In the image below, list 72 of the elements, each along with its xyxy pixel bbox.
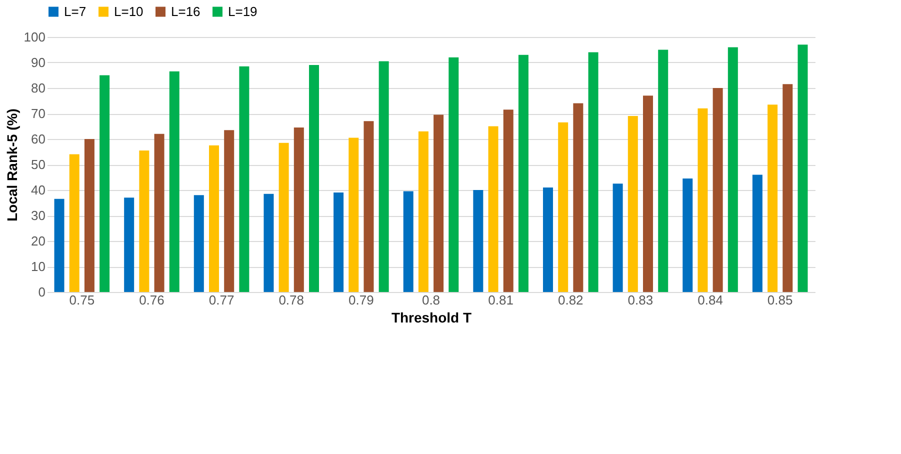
bar (309, 65, 320, 292)
y-tick-label: 60 (31, 132, 46, 146)
bar (628, 116, 638, 292)
bar (364, 121, 374, 292)
bar (782, 84, 793, 292)
bar (542, 187, 553, 292)
bar (378, 61, 389, 292)
bar (294, 128, 304, 292)
legend-label: L=7 (64, 4, 86, 19)
bar (448, 57, 459, 292)
y-tick-label: 40 (31, 182, 46, 198)
bar (403, 191, 414, 292)
bar (418, 131, 428, 292)
bar (643, 96, 653, 292)
bar (434, 114, 444, 292)
bar (503, 110, 514, 292)
x-tick-label: 0.78 (278, 292, 304, 308)
bar (488, 126, 498, 292)
x-axis-title: Threshold T (391, 310, 472, 326)
legend-label: L=10 (114, 4, 144, 19)
y-tick-label: 70 (31, 106, 46, 121)
y-tick-label: 90 (31, 55, 46, 70)
bar (124, 198, 134, 292)
bar (84, 139, 94, 292)
bar (54, 198, 64, 292)
bar (239, 66, 250, 292)
x-tick-label: 0.76 (139, 292, 164, 308)
x-tick-label: 0.81 (488, 292, 514, 308)
bar (100, 75, 110, 292)
bar (194, 195, 204, 292)
bar (169, 71, 180, 292)
x-tick-label: 0.77 (208, 292, 234, 308)
x-tick-label: 0.82 (558, 292, 584, 308)
y-tick-label: 50 (31, 157, 46, 172)
bar (728, 47, 738, 292)
bar (473, 190, 484, 292)
bar (348, 138, 359, 292)
bar (698, 108, 708, 292)
y-tick-label: 30 (31, 208, 46, 223)
legend-label: L=16 (171, 4, 200, 19)
bar (573, 103, 584, 292)
bar (752, 174, 762, 292)
bar (588, 52, 598, 292)
y-axis-title: Local Rank-5 (%) (4, 108, 20, 222)
x-tick-label: 0.75 (69, 292, 95, 308)
legend-label: L=19 (228, 4, 258, 19)
bar (139, 150, 150, 292)
bar (69, 154, 80, 292)
y-tick-label: 10 (31, 259, 46, 274)
y-tick-label: 100 (24, 30, 46, 44)
bar (278, 142, 289, 292)
bar (518, 54, 528, 292)
x-tick-label: 0.8 (422, 292, 440, 308)
x-tick-label: 0.84 (698, 292, 723, 308)
y-tick-label: 20 (31, 234, 46, 248)
bar (209, 145, 219, 292)
bar (334, 192, 344, 292)
bar (154, 134, 164, 292)
x-tick-label: 0.85 (767, 292, 793, 308)
bar (264, 194, 274, 292)
y-tick-label: 0 (38, 284, 46, 300)
bar (682, 178, 693, 292)
x-tick-label: 0.83 (628, 292, 654, 308)
bar (612, 184, 623, 292)
bar (658, 50, 668, 292)
bar (768, 104, 778, 292)
bar (224, 130, 234, 292)
bar (712, 88, 723, 292)
x-tick-label: 0.79 (348, 292, 374, 308)
bar (558, 122, 568, 292)
y-tick-label: 80 (31, 80, 46, 96)
bar (798, 44, 808, 292)
